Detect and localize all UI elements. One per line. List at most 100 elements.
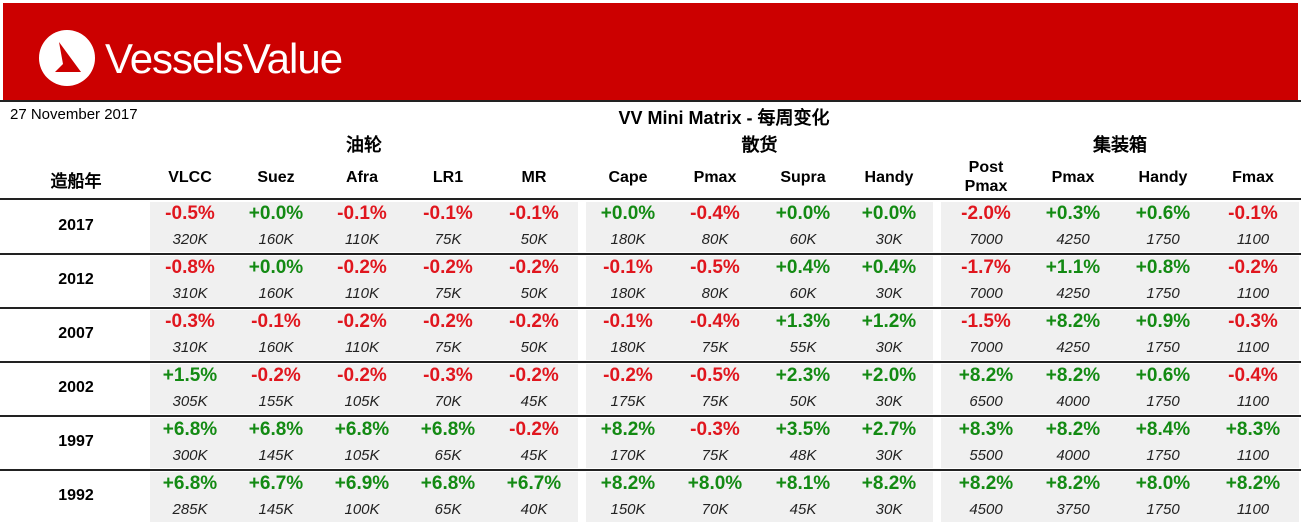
value: 30K bbox=[875, 339, 903, 356]
value: 4250 bbox=[1056, 231, 1090, 248]
value: 300K bbox=[172, 447, 208, 464]
change: -0.1% bbox=[509, 203, 559, 224]
change: +3.5% bbox=[775, 419, 831, 440]
change: +8.0% bbox=[687, 473, 743, 494]
change: -0.1% bbox=[423, 203, 473, 224]
change: -0.3% bbox=[165, 311, 215, 332]
year: 1992 bbox=[58, 487, 94, 504]
value: 5500 bbox=[969, 447, 1003, 464]
cell-bg bbox=[941, 472, 1299, 522]
change: +2.0% bbox=[861, 365, 917, 386]
change: +6.8% bbox=[334, 419, 390, 440]
value: 310K bbox=[172, 285, 208, 302]
value: 65K bbox=[434, 447, 462, 464]
change: -1.7% bbox=[961, 257, 1011, 278]
change: +2.3% bbox=[775, 365, 831, 386]
value: 65K bbox=[434, 501, 462, 518]
cell-bg bbox=[941, 364, 1299, 414]
value: 60K bbox=[789, 285, 817, 302]
value: 80K bbox=[701, 231, 729, 248]
value: 70K bbox=[434, 393, 462, 410]
value: 110K bbox=[345, 231, 379, 248]
value: 45K bbox=[789, 501, 817, 518]
change: +8.3% bbox=[1225, 419, 1281, 440]
value: 7000 bbox=[969, 339, 1003, 356]
cell-bg bbox=[150, 202, 578, 252]
value: 50K bbox=[520, 285, 548, 302]
value: 4000 bbox=[1056, 447, 1090, 464]
value: 105K bbox=[344, 393, 380, 410]
change: +8.1% bbox=[775, 473, 831, 494]
cell-bg bbox=[150, 472, 578, 522]
change: -2.0% bbox=[961, 203, 1011, 224]
cell-bg bbox=[941, 418, 1299, 468]
year: 2007 bbox=[58, 325, 94, 342]
value: 4000 bbox=[1056, 393, 1090, 410]
group-rule bbox=[586, 156, 933, 157]
cell-bg bbox=[586, 472, 933, 522]
value: 110K bbox=[345, 339, 379, 356]
value: 1750 bbox=[1146, 447, 1180, 464]
cell-bg bbox=[941, 202, 1299, 252]
value: 1100 bbox=[1236, 393, 1270, 410]
column-header: Handy bbox=[864, 169, 914, 186]
value: 180K bbox=[610, 339, 646, 356]
group-label: 集装箱 bbox=[1093, 135, 1147, 155]
value: 1100 bbox=[1236, 339, 1270, 356]
row-rule bbox=[0, 307, 1301, 309]
change: -0.3% bbox=[423, 365, 473, 386]
change: +1.1% bbox=[1045, 257, 1101, 278]
value: 30K bbox=[875, 285, 903, 302]
value: 7000 bbox=[969, 231, 1003, 248]
change: +6.7% bbox=[506, 473, 562, 494]
column-header: MR bbox=[521, 169, 547, 186]
change: +0.0% bbox=[248, 203, 304, 224]
change: -0.3% bbox=[1228, 311, 1278, 332]
cell-bg bbox=[586, 418, 933, 468]
change: -0.2% bbox=[509, 365, 559, 386]
year: 2017 bbox=[58, 217, 94, 234]
year: 1997 bbox=[58, 433, 94, 450]
value: 48K bbox=[789, 447, 817, 464]
value: 55K bbox=[789, 339, 817, 356]
change: -0.2% bbox=[423, 311, 473, 332]
date: 27 November 2017 bbox=[10, 106, 138, 123]
change: +8.2% bbox=[1225, 473, 1281, 494]
change: -0.2% bbox=[603, 365, 653, 386]
change: +0.4% bbox=[775, 257, 831, 278]
change: -0.8% bbox=[165, 257, 215, 278]
value: 1750 bbox=[1146, 285, 1180, 302]
group-label: 油轮 bbox=[346, 135, 382, 155]
change: -0.2% bbox=[423, 257, 473, 278]
row-rule bbox=[0, 415, 1301, 417]
change: +0.0% bbox=[600, 203, 656, 224]
change: -0.3% bbox=[690, 419, 740, 440]
change: +6.7% bbox=[248, 473, 304, 494]
value: 175K bbox=[610, 393, 646, 410]
cell-bg bbox=[586, 202, 933, 252]
value: 150K bbox=[610, 501, 646, 518]
group-rule bbox=[150, 156, 578, 157]
value: 4250 bbox=[1056, 339, 1090, 356]
value: 70K bbox=[701, 501, 729, 518]
cell-bg bbox=[941, 256, 1299, 306]
value: 170K bbox=[610, 447, 646, 464]
change: -1.5% bbox=[961, 311, 1011, 332]
value: 40K bbox=[520, 501, 548, 518]
change: +0.6% bbox=[1135, 365, 1191, 386]
value: 50K bbox=[520, 231, 548, 248]
value: 3750 bbox=[1056, 501, 1090, 518]
value: 50K bbox=[520, 339, 548, 356]
change: +0.3% bbox=[1045, 203, 1101, 224]
change: +6.9% bbox=[334, 473, 390, 494]
cell-bg bbox=[586, 310, 933, 360]
value: 1750 bbox=[1146, 231, 1180, 248]
change: +8.3% bbox=[958, 419, 1014, 440]
change: +6.8% bbox=[420, 419, 476, 440]
change: -0.1% bbox=[251, 311, 301, 332]
value: 1750 bbox=[1146, 501, 1180, 518]
column-header: Pmax bbox=[1051, 169, 1095, 186]
value: 1100 bbox=[1236, 231, 1270, 248]
change: -0.2% bbox=[337, 311, 387, 332]
change: -0.2% bbox=[509, 311, 559, 332]
